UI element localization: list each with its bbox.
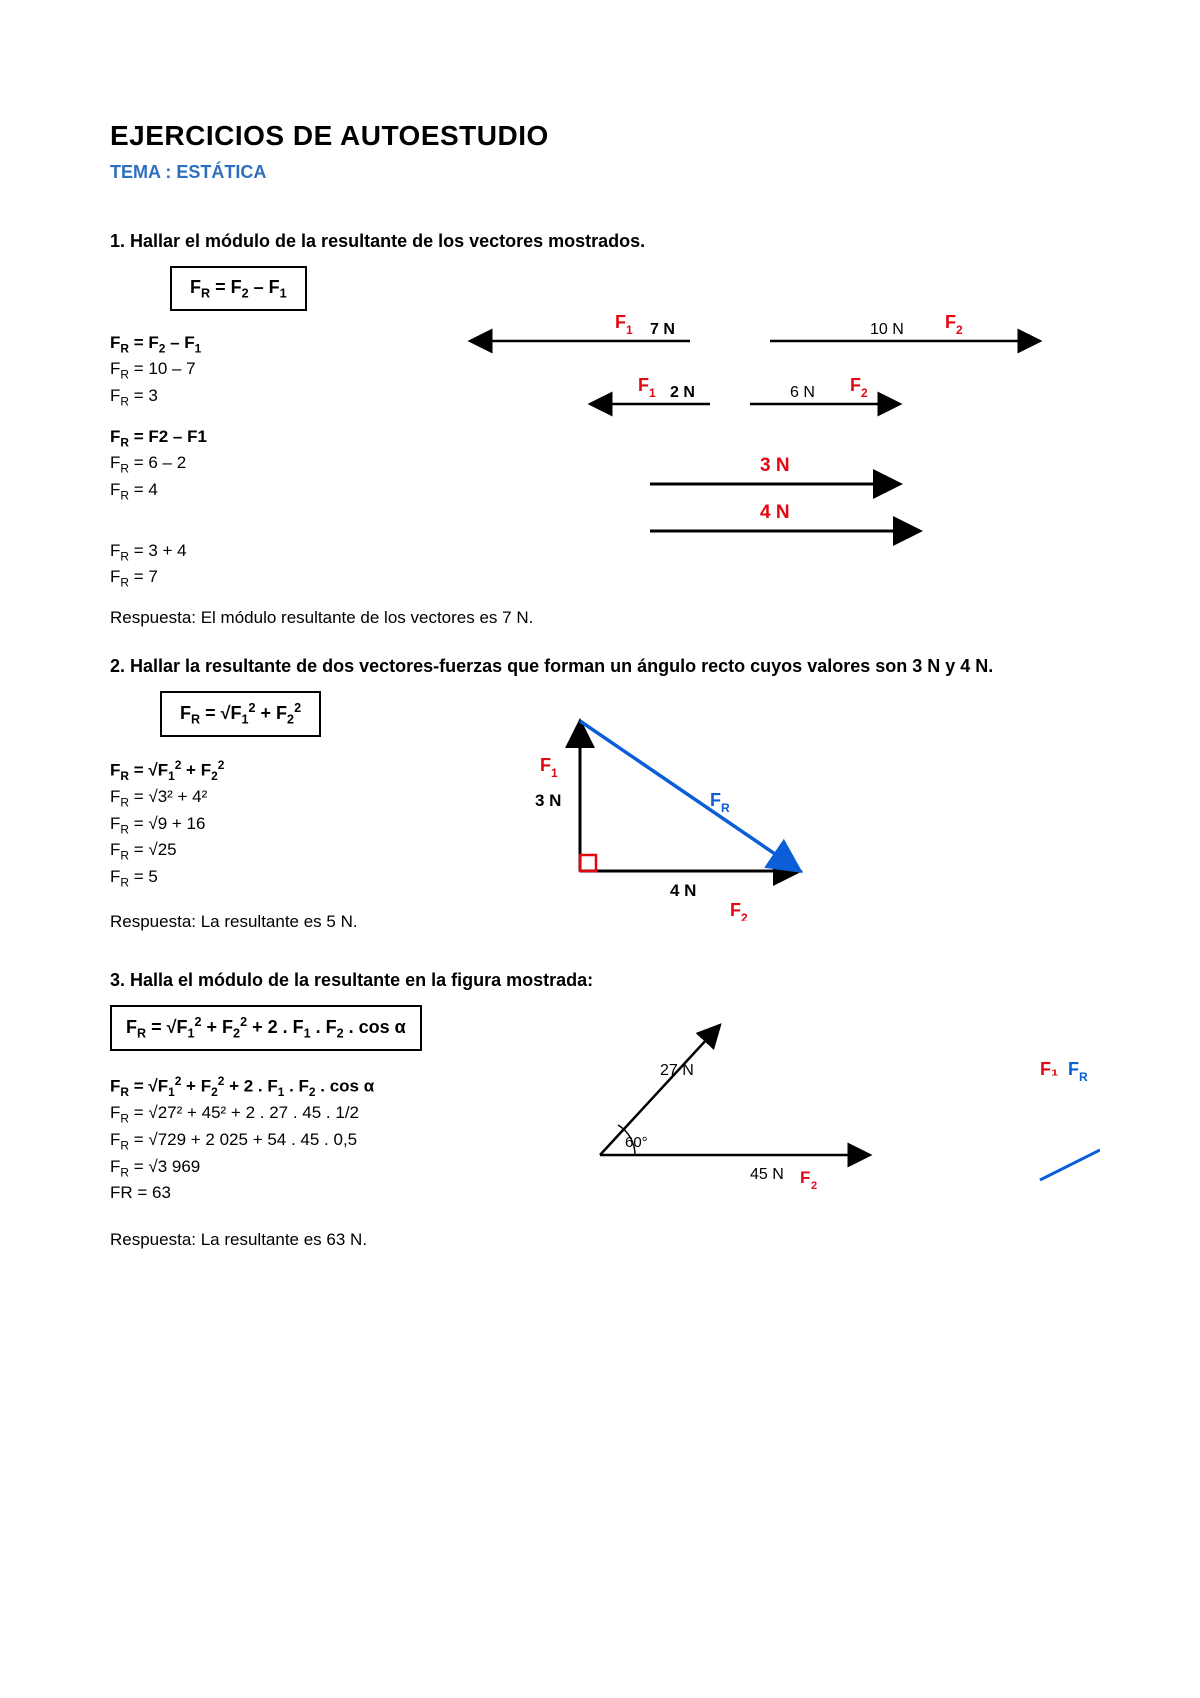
- p2-calc-l3: FR = √9 + 16: [110, 812, 450, 839]
- p1-title: 1. Hallar el módulo de la resultante de …: [110, 231, 1100, 252]
- p1-calc2-l3: FR = 4: [110, 478, 360, 505]
- p1-calc2-l2: FR = 6 – 2: [110, 451, 360, 478]
- p1-r3-4n: 4 N: [760, 502, 790, 523]
- svg-text:R: R: [1079, 1070, 1088, 1084]
- p1-r3-3n: 3 N: [760, 455, 790, 476]
- svg-text:F: F: [1068, 1059, 1079, 1079]
- p1-diagram: F 1 7 N F 2 10 N F 1 2 N F 2 6 N 3 N: [390, 266, 1070, 556]
- p3-calc-l4: FR = √3 969: [110, 1155, 510, 1182]
- p1-r1-7n: 7 N: [650, 321, 675, 338]
- svg-text:3 N: 3 N: [535, 791, 561, 810]
- p3-respuesta: Respuesta: La resultante es 63 N.: [110, 1230, 1100, 1250]
- p1-r1-f1: F: [615, 312, 626, 332]
- page-title: EJERCICIOS DE AUTOESTUDIO: [110, 120, 1100, 152]
- svg-text:4 N: 4 N: [670, 881, 696, 900]
- p1-calc3-l2: FR = 7: [110, 565, 360, 592]
- p1-r2-2n: 2 N: [670, 384, 695, 401]
- p1-calc1-l2: FR = 10 – 7: [110, 357, 360, 384]
- p1-respuesta: Respuesta: El módulo resultante de los v…: [110, 608, 1100, 628]
- p2-calc-l4: FR = √25: [110, 838, 450, 865]
- p3-title: 3. Halla el módulo de la resultante en l…: [110, 970, 1100, 991]
- svg-text:45 N: 45 N: [750, 1166, 784, 1183]
- p1-formula-box: FR = F2 – F1: [170, 266, 307, 311]
- p2-title: 2. Hallar la resultante de dos vectores-…: [110, 656, 1010, 677]
- svg-text:F₁: F₁: [1040, 1059, 1058, 1079]
- svg-text:1: 1: [551, 766, 558, 780]
- p2-diagram: F 1 3 N F R 4 N F 2: [480, 691, 880, 921]
- svg-text:1: 1: [649, 386, 656, 400]
- p1-calc1-l1: FR = F2 – F1: [110, 331, 360, 358]
- p3-diagram: 60° 27 N 45 N F 2 F₁ F R: [540, 1005, 1100, 1205]
- svg-text:R: R: [721, 801, 730, 815]
- svg-text:F: F: [730, 900, 741, 920]
- svg-text:2: 2: [956, 323, 963, 337]
- svg-text:2: 2: [861, 386, 868, 400]
- svg-text:1: 1: [626, 323, 633, 337]
- p2-calc-l1: FR = √F12 + F22: [110, 757, 450, 785]
- svg-text:2: 2: [741, 911, 748, 921]
- p1-calc1-l3: FR = 3: [110, 384, 360, 411]
- svg-text:F: F: [800, 1168, 810, 1187]
- p1-calc3-l1: FR = 3 + 4: [110, 539, 360, 566]
- p3-calc-l5: FR = 63: [110, 1181, 510, 1206]
- p1-r1-10n: 10 N: [870, 321, 904, 338]
- p2-calc-l5: FR = 5: [110, 865, 450, 892]
- p3-calc-l2: FR = √27² + 45² + 2 . 27 . 45 . 1/2: [110, 1101, 510, 1128]
- p1-r2-6n: 6 N: [790, 384, 815, 401]
- p3-formula-box: FR = √F12 + F22 + 2 . F1 . F2 . cos α: [110, 1005, 422, 1051]
- p1-calc2-l1: FR = F2 – F1: [110, 425, 360, 452]
- p2-formula-box: FR = √F12 + F22: [160, 691, 321, 737]
- p2-respuesta: Respuesta: La resultante es 5 N.: [110, 910, 450, 935]
- svg-text:F: F: [638, 375, 649, 395]
- subtitle: TEMA : ESTÁTICA: [110, 162, 1100, 183]
- svg-text:F: F: [850, 375, 861, 395]
- p3-calc-l1: FR = √F12 + F22 + 2 . F1 . F2 . cos α: [110, 1073, 510, 1101]
- svg-text:2: 2: [811, 1180, 817, 1192]
- svg-text:60°: 60°: [625, 1134, 648, 1151]
- svg-text:F: F: [710, 790, 721, 810]
- p3-calc-l3: FR = √729 + 2 025 + 54 . 45 . 0,5: [110, 1128, 510, 1155]
- p1-r1-f2: F: [945, 312, 956, 332]
- svg-text:27 N: 27 N: [660, 1062, 694, 1079]
- svg-text:F: F: [540, 755, 551, 775]
- p2-calc-l2: FR = √3² + 4²: [110, 785, 450, 812]
